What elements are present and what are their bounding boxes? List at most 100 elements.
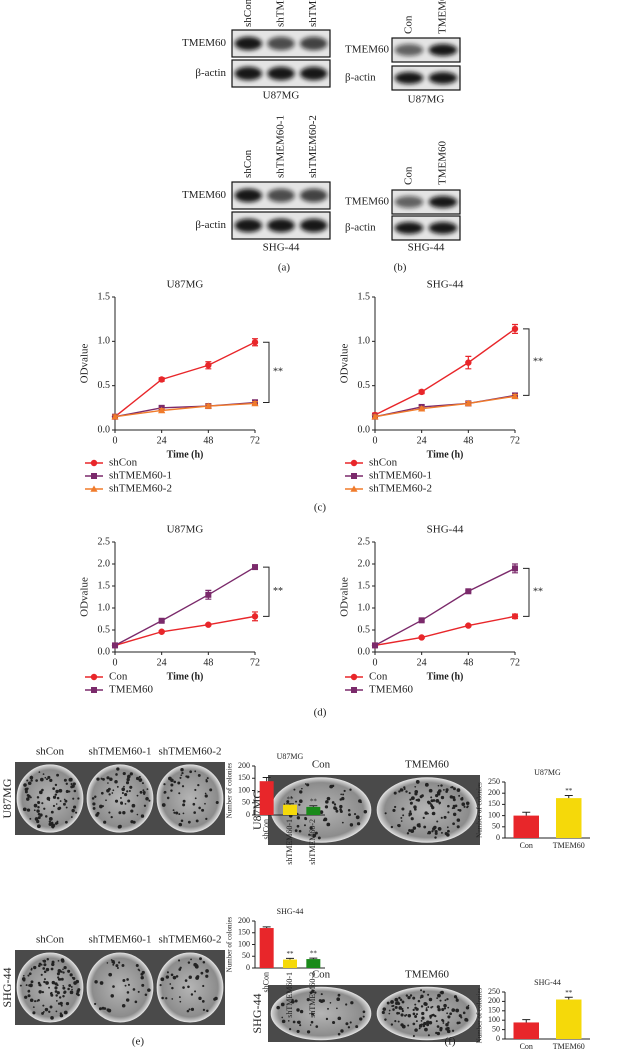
colony bbox=[412, 1008, 415, 1012]
colony bbox=[423, 1021, 427, 1026]
colony bbox=[412, 1022, 416, 1026]
colony bbox=[435, 798, 440, 803]
colony bbox=[148, 799, 151, 802]
colony bbox=[42, 773, 45, 775]
y-tick-label: 2.0 bbox=[98, 558, 111, 569]
colony bbox=[163, 791, 166, 794]
colony bbox=[122, 771, 126, 776]
colony bbox=[428, 788, 433, 793]
colony bbox=[409, 994, 413, 997]
legend-label: Con bbox=[109, 671, 128, 683]
colony bbox=[467, 1004, 470, 1007]
colony bbox=[58, 788, 63, 793]
marker bbox=[511, 613, 519, 620]
colony bbox=[145, 797, 149, 801]
colony bbox=[126, 777, 130, 782]
colony bbox=[63, 798, 66, 801]
colony bbox=[43, 959, 47, 963]
cell-line-label: U87MG bbox=[408, 94, 445, 106]
colony bbox=[290, 796, 293, 798]
colony bbox=[205, 969, 209, 973]
y-tick-label: 0.5 bbox=[358, 380, 371, 391]
error-bar bbox=[286, 957, 294, 960]
colony bbox=[394, 1020, 397, 1023]
colony bbox=[420, 1005, 424, 1008]
colony bbox=[30, 968, 33, 971]
legend-label: shTMEM60-1 bbox=[109, 470, 172, 482]
cell-line-label: SHG-44 bbox=[263, 242, 300, 254]
colony bbox=[194, 788, 197, 792]
colony bbox=[461, 802, 466, 807]
colony bbox=[314, 831, 318, 835]
colony bbox=[96, 777, 100, 781]
colony bbox=[215, 800, 219, 804]
colony bbox=[58, 996, 62, 999]
colony bbox=[331, 801, 335, 804]
y-tick-label: 1.5 bbox=[358, 291, 371, 302]
colony bbox=[428, 1020, 433, 1025]
colony bbox=[458, 809, 462, 812]
colony bbox=[48, 799, 51, 802]
colony bbox=[107, 1008, 112, 1013]
colony bbox=[115, 773, 118, 776]
colony bbox=[110, 994, 114, 998]
x-tick-label: 72 bbox=[510, 657, 520, 668]
colony bbox=[435, 1031, 438, 1035]
colony bbox=[452, 804, 456, 808]
legend-marker bbox=[91, 473, 97, 479]
y-tick-label: 0.0 bbox=[358, 646, 371, 657]
plate-column-label: Con bbox=[312, 759, 331, 771]
colony bbox=[442, 788, 445, 791]
colony bbox=[439, 1028, 443, 1032]
colony bbox=[124, 984, 127, 987]
colony bbox=[186, 775, 190, 779]
bar bbox=[513, 1022, 539, 1039]
colony bbox=[388, 1012, 391, 1015]
colony bbox=[169, 983, 172, 985]
colony bbox=[70, 985, 73, 988]
colony bbox=[65, 789, 69, 794]
chart-title: SHG-44 bbox=[277, 907, 304, 916]
colony bbox=[438, 801, 441, 805]
band bbox=[428, 196, 458, 208]
row-label: β-actin bbox=[195, 67, 226, 79]
colony bbox=[362, 1015, 365, 1018]
colony bbox=[141, 970, 145, 975]
colony bbox=[437, 993, 441, 998]
bar bbox=[283, 804, 297, 815]
colony bbox=[337, 1032, 341, 1036]
y-tick-label: 100 bbox=[488, 1015, 500, 1024]
colony bbox=[295, 800, 298, 803]
colony bbox=[381, 1010, 385, 1015]
colony bbox=[159, 984, 162, 987]
band bbox=[394, 44, 424, 56]
colony bbox=[184, 979, 188, 982]
colony bbox=[281, 1016, 284, 1019]
row-label: β-actin bbox=[195, 219, 226, 231]
colony bbox=[50, 810, 54, 814]
lane-label: shTMEM60-2 bbox=[307, 0, 319, 27]
colony bbox=[425, 1008, 428, 1012]
colony bbox=[59, 1013, 64, 1018]
colony bbox=[141, 983, 145, 987]
colony bbox=[27, 781, 32, 786]
colony bbox=[382, 1007, 387, 1011]
colony bbox=[326, 796, 331, 801]
colony bbox=[421, 1011, 425, 1016]
colony bbox=[353, 813, 357, 816]
band bbox=[394, 72, 424, 84]
significance-bracket bbox=[263, 566, 270, 617]
x-tick-label: shCon bbox=[261, 819, 270, 839]
colony bbox=[340, 1029, 344, 1033]
lane-label: TMEM60 bbox=[437, 0, 449, 34]
x-tick-label: 0 bbox=[113, 435, 118, 446]
colony bbox=[414, 1028, 418, 1032]
y-tick-label: 0.5 bbox=[98, 380, 111, 391]
marker bbox=[205, 362, 212, 369]
series-line bbox=[374, 615, 516, 647]
colony bbox=[409, 810, 412, 813]
colony bbox=[59, 1001, 63, 1006]
colony bbox=[64, 799, 68, 803]
colony bbox=[397, 1020, 400, 1023]
